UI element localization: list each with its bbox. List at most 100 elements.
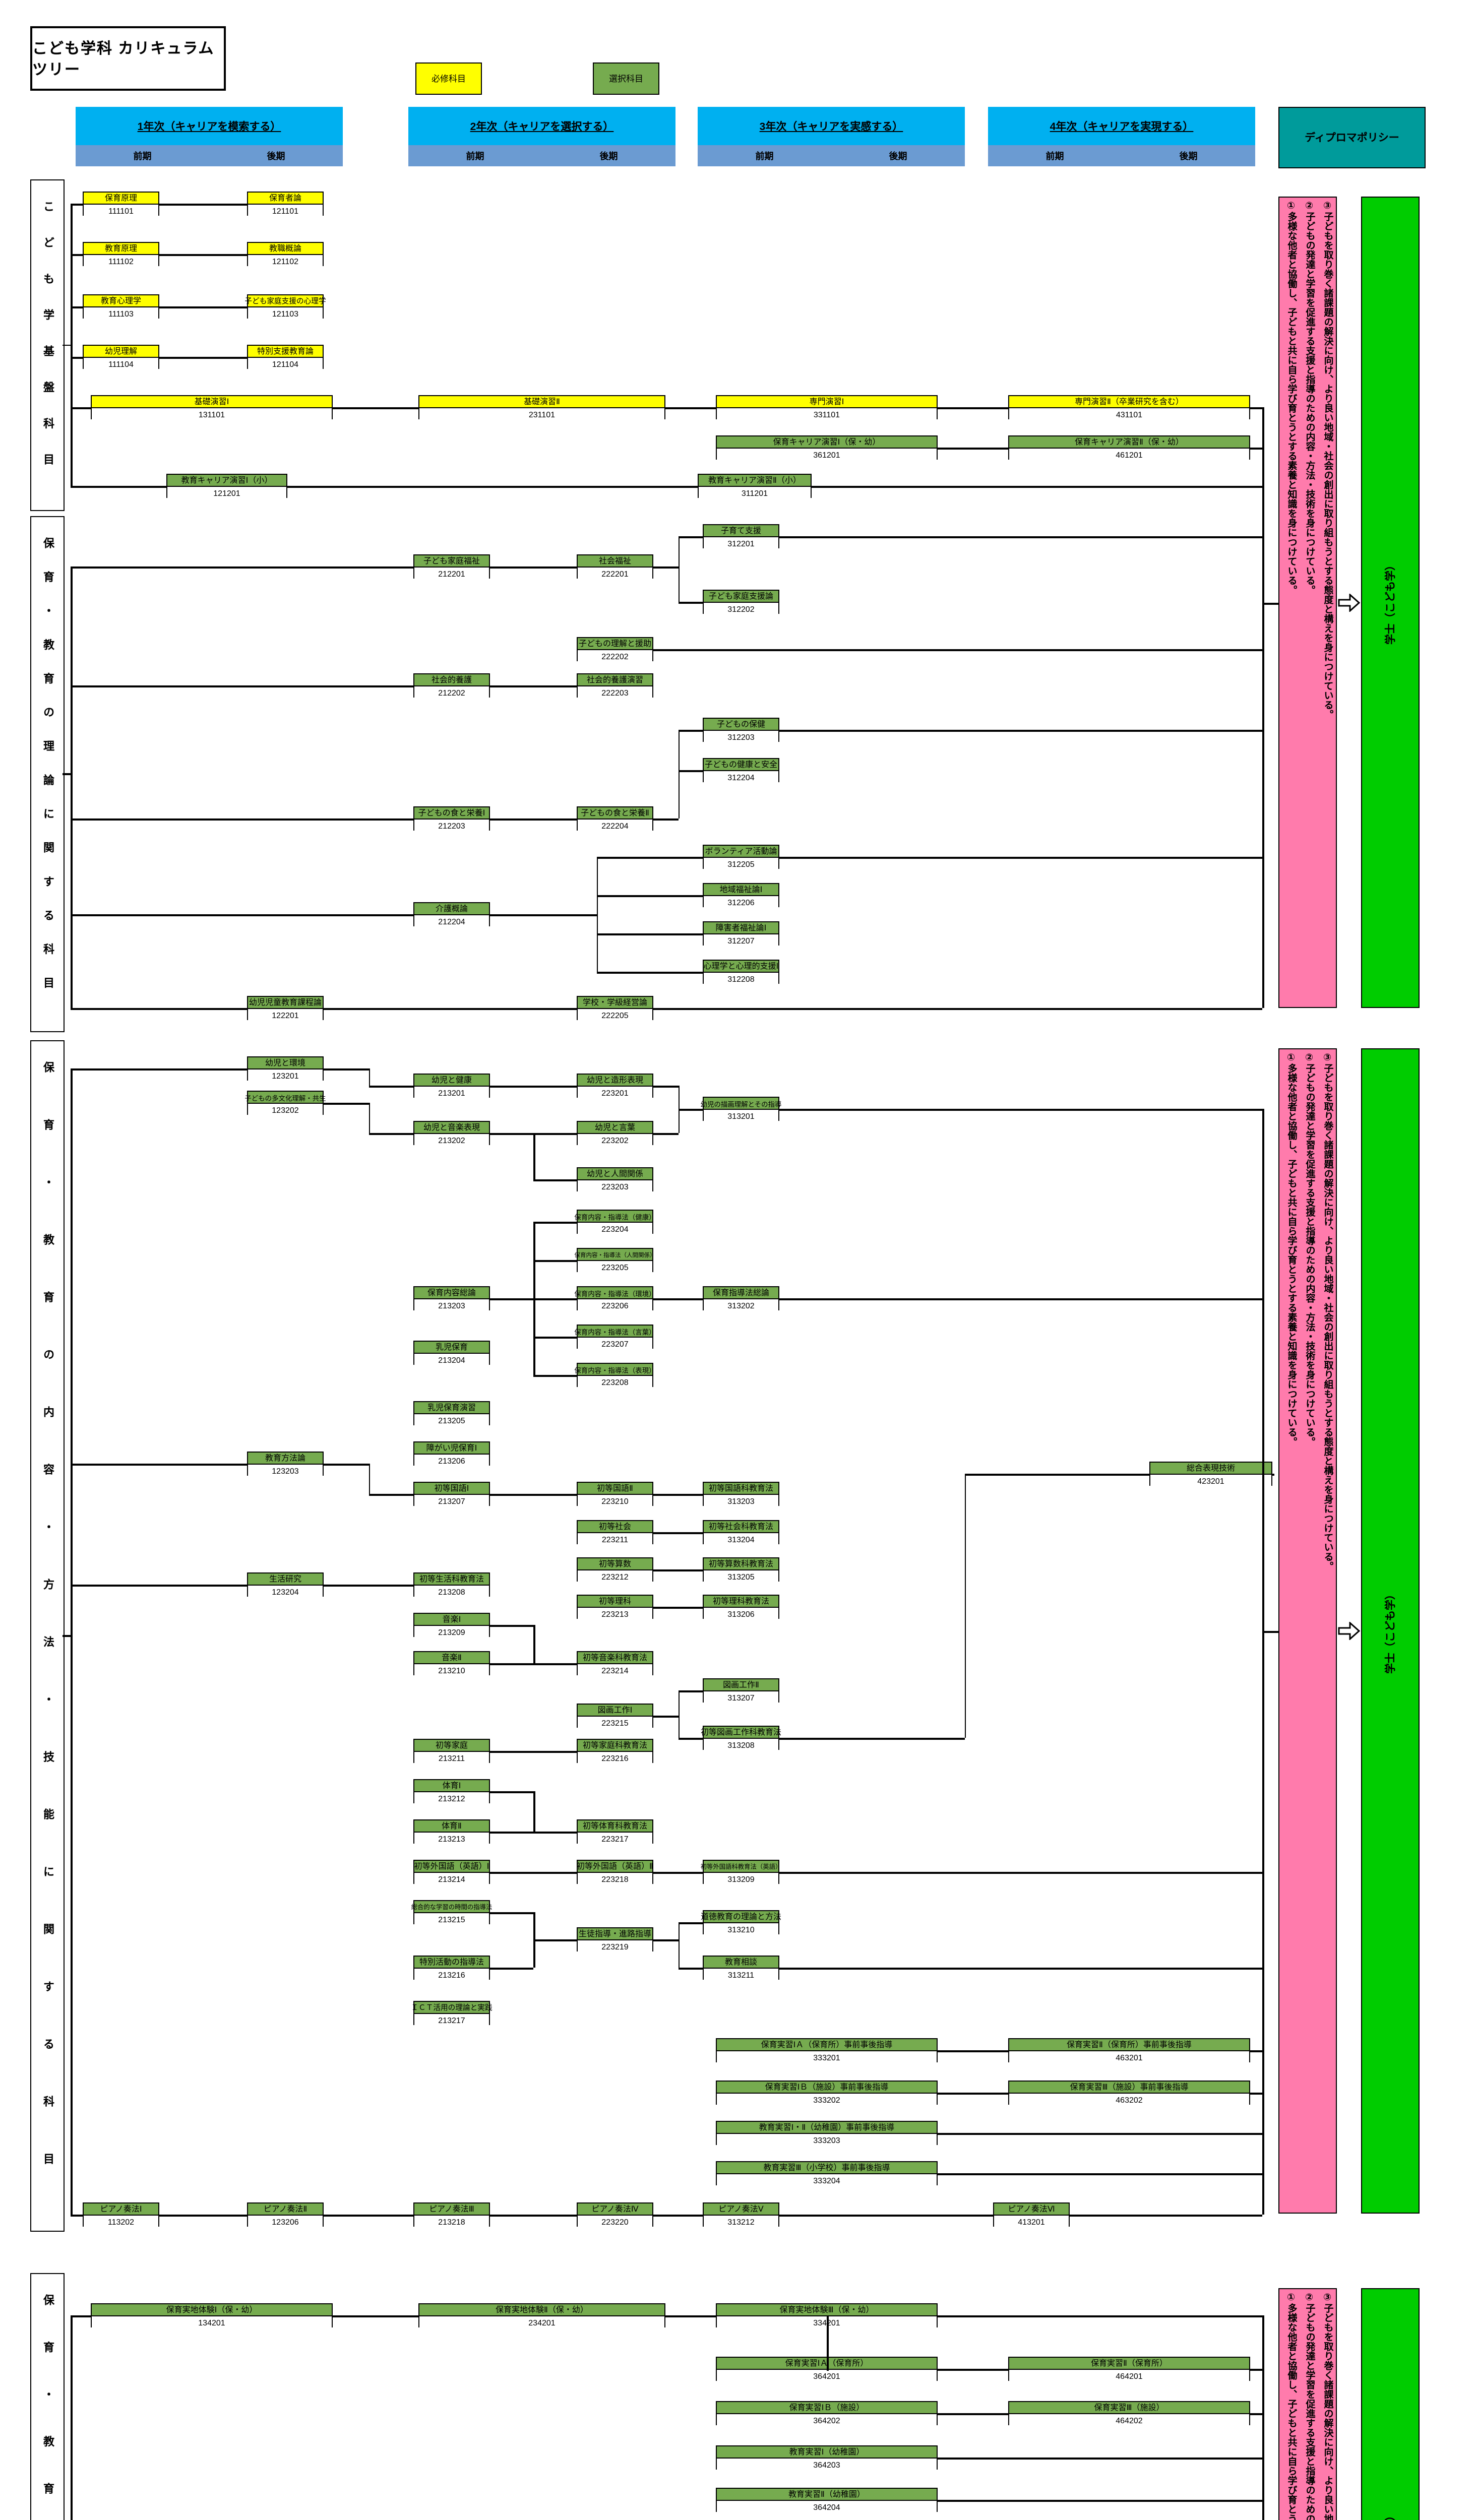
diploma-policy-box: ①多様な他者と協働し、子どもと共に自ら学び育とうとする素養と知識を身につけている…: [1278, 1048, 1337, 2214]
course-box-111103: 教育心理学 111103: [83, 294, 159, 320]
connector-line: [678, 602, 703, 603]
connector-line: [71, 357, 83, 358]
connector-line: [71, 204, 83, 205]
connector-line: [490, 1832, 533, 1833]
course-box-463202: 保育実習Ⅲ（施設）事前事後指導 463202: [1008, 2081, 1250, 2106]
course-box-313208: 初等図画工作科教育法 313208: [701, 1726, 781, 1751]
connector-line: [324, 1585, 368, 1586]
connector-line: [71, 1068, 72, 2215]
connector-line: [938, 407, 973, 409]
course-box-312202: 子ども家庭支援論 312202: [703, 590, 779, 615]
course-title: 教育実習Ⅲ（小学校）事前事後指導: [717, 2162, 937, 2174]
course-code: 212203: [414, 820, 489, 832]
connector-line: [1262, 1109, 1264, 2215]
section-label-box: 保育・教育の内容・方法・技能に関する科目: [30, 1040, 65, 2232]
connector-line: [678, 770, 703, 772]
course-code: 213204: [414, 1354, 489, 1366]
course-box-213202: 幼児と音楽表現 213202: [413, 1121, 490, 1146]
connector-line: [159, 204, 203, 205]
connector-line: [533, 1625, 535, 1663]
connector-line: [63, 344, 71, 346]
course-box-312206: 地域福祉論Ⅰ 312206: [703, 883, 779, 908]
connector-line: [533, 1298, 577, 1300]
course-code: 313201: [704, 1110, 778, 1122]
connector-line: [71, 1068, 247, 1070]
diploma-policy-item: ②子どもの発達と学習を促進する支援と指導のための内容・方法・技術を身につけている…: [1304, 201, 1315, 595]
course-title: 初等図画工作科教育法: [701, 1727, 781, 1739]
connector-line: [653, 1569, 678, 1571]
course-code: 212204: [414, 915, 489, 927]
course-box-364201: 保育実習ⅠＡ（保育所）364201: [716, 2357, 938, 2382]
course-box-234201: 保育実地体験Ⅱ（保・幼） 234201: [418, 2303, 665, 2328]
connector-line: [63, 1635, 71, 1636]
semester-first-label: 前期: [466, 151, 484, 161]
connector-line: [490, 685, 533, 687]
course-box-213206: 障がい児保育Ⅰ 213206: [413, 1441, 490, 1467]
connector-line: [653, 1607, 678, 1608]
semester-first-label: 前期: [755, 151, 774, 161]
course-code: 213213: [414, 1833, 489, 1845]
course-title: 保育実地体験Ⅲ（保・幼）: [717, 2304, 937, 2316]
connector-line: [71, 566, 413, 568]
connector-line: [678, 2215, 703, 2216]
connector-line: [678, 1569, 703, 1571]
course-box-213217: ＩＣＴ活用の理論と実践 213217: [411, 2001, 493, 2026]
connector-line: [490, 1872, 533, 1873]
course-box-131101: 基礎演習Ⅰ 131101: [91, 395, 333, 420]
section-label-box: 保育・教育の理論に関する科目: [30, 516, 65, 1032]
course-code: 213209: [414, 1626, 489, 1638]
course-code: 213212: [414, 1792, 489, 1804]
course-code: 121201: [167, 487, 286, 499]
course-title: ピアノ奏法Ⅴ: [704, 2203, 778, 2216]
course-box-461201: 保育キャリア演習Ⅱ（保・幼） 461201: [1008, 435, 1250, 461]
course-code: 121104: [248, 358, 323, 370]
course-title: 保育実習ⅠＡ（保育所）事前事後指導: [717, 2039, 937, 2051]
course-title: 初等理科: [578, 1596, 652, 1608]
course-title: 保育内容・指導法（表現）: [574, 1364, 656, 1376]
degree-label: 学士（こども学）: [1385, 1589, 1397, 1673]
course-box-333202: 保育実習ⅠＢ（施設）事前事後指導 333202: [716, 2081, 938, 2106]
connector-line: [812, 486, 1262, 487]
course-title: 保育内容・指導法（環境）: [574, 1287, 656, 1299]
connector-line: [1250, 407, 1262, 409]
degree-box: 学士（こども学）: [1361, 1048, 1420, 2214]
connector-line: [490, 914, 596, 916]
course-title: 保育者論: [248, 193, 323, 205]
connector-line: [779, 1109, 1262, 1110]
course-title: 初等外国語（英語）Ⅱ: [577, 1861, 653, 1873]
connector-line: [450, 1008, 577, 1010]
connector-line: [973, 2413, 1008, 2415]
course-code: 463201: [1009, 2051, 1249, 2063]
course-title: 図画工作Ⅱ: [704, 1679, 778, 1691]
course-title: 初等国語Ⅱ: [578, 1483, 652, 1495]
course-code: 313210: [704, 1923, 778, 1935]
connector-line: [678, 730, 703, 731]
course-code: 231101: [419, 408, 664, 420]
course-code: 213202: [414, 1134, 489, 1146]
year-header-y4: 4年次（キャリアを実現する） 前期 後期: [988, 107, 1255, 166]
course-title: 教育心理学: [84, 295, 158, 307]
course-code: 312206: [704, 896, 778, 908]
connector-line: [490, 2215, 533, 2216]
connector-line: [159, 2215, 203, 2216]
course-code: 223216: [578, 1752, 652, 1764]
course-title: 幼児と造形表現: [578, 1075, 652, 1087]
course-code: 333201: [717, 2051, 937, 2063]
course-title: 保育実習Ⅱ（保育所）事前事後指導: [1009, 2039, 1249, 2051]
connector-line: [533, 1260, 535, 1298]
year-header-label: 3年次（キャリアを実感する）: [759, 120, 903, 133]
connector-line: [490, 1494, 533, 1495]
connector-line: [691, 2315, 716, 2317]
course-code: 134201: [92, 2316, 332, 2328]
semester-first-label: 前期: [1046, 151, 1064, 161]
connector-line: [533, 1298, 535, 1375]
course-code: 212201: [414, 568, 489, 580]
course-code: 364203: [717, 2459, 937, 2471]
course-box-364204: 教育実習Ⅱ（幼稚園） 364204: [716, 2488, 938, 2513]
course-box-223213: 初等理科 223213: [577, 1595, 653, 1620]
connector-line: [533, 1337, 577, 1338]
connector-line: [533, 1494, 577, 1495]
connector-line: [71, 566, 72, 1008]
course-code: 223201: [578, 1087, 652, 1099]
